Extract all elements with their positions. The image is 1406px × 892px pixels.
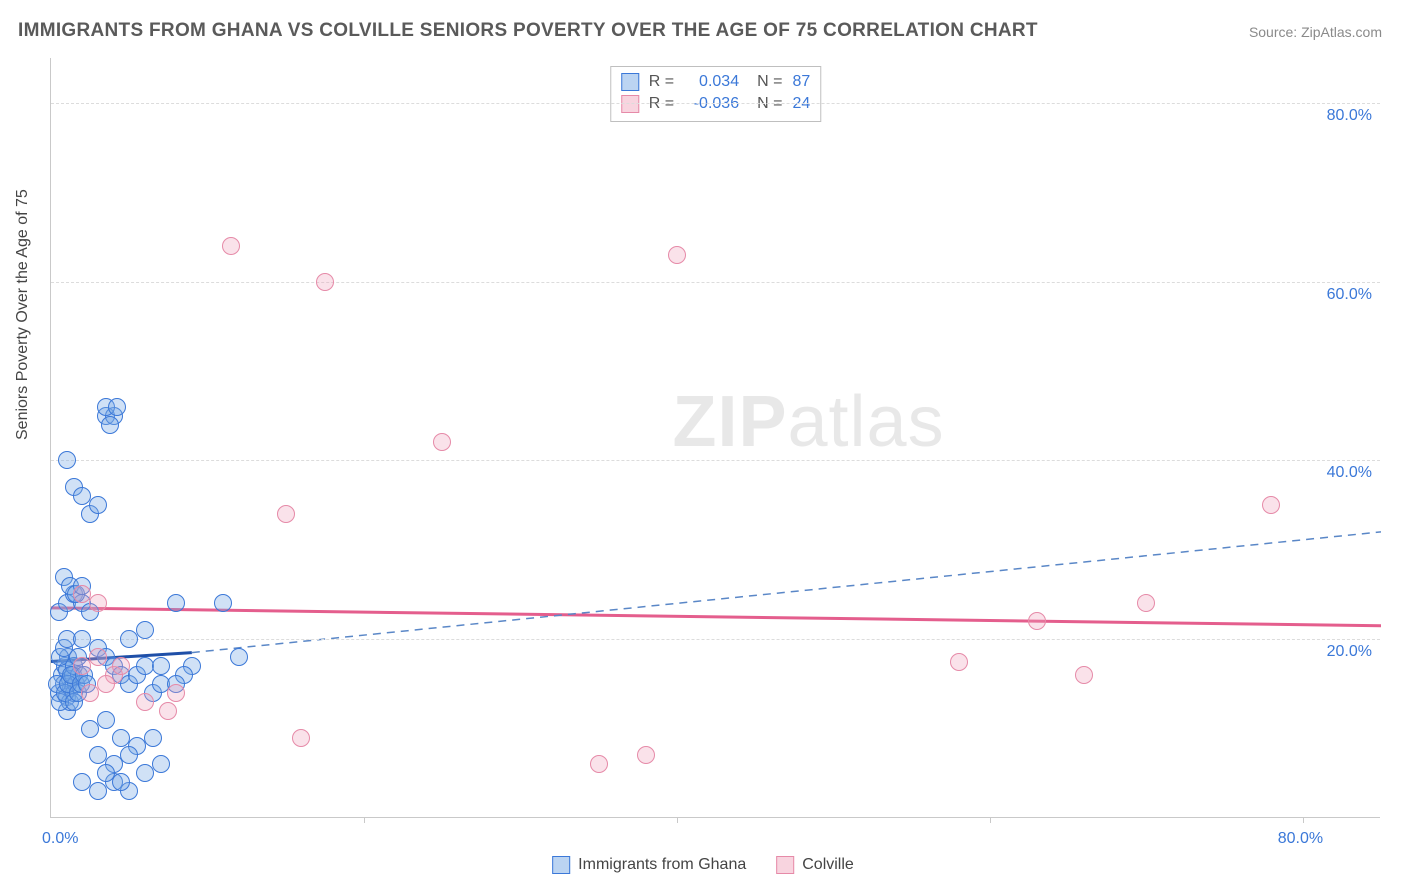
gridline <box>51 639 1380 640</box>
y-tick-label: 20.0% <box>1327 643 1372 661</box>
legend-item-1: Immigrants from Ghana <box>552 856 746 874</box>
x-tick-label: 80.0% <box>1278 830 1323 848</box>
stats-row-2: R = -0.036 N = 24 <box>621 93 810 115</box>
data-point <box>316 273 334 291</box>
n-label-1: N = <box>757 71 782 93</box>
data-point <box>214 594 232 612</box>
legend-label-1: Immigrants from Ghana <box>578 856 746 874</box>
r-label-1: R = <box>649 71 674 93</box>
y-tick-label: 40.0% <box>1327 464 1372 482</box>
x-tick <box>1303 817 1304 823</box>
data-point <box>1262 496 1280 514</box>
data-point <box>136 621 154 639</box>
data-point <box>950 653 968 671</box>
data-point <box>1075 666 1093 684</box>
y-tick-label: 80.0% <box>1327 107 1372 125</box>
gridline <box>51 282 1380 283</box>
data-point <box>590 755 608 773</box>
data-point <box>167 594 185 612</box>
data-point <box>433 433 451 451</box>
data-point <box>108 398 126 416</box>
data-point <box>120 746 138 764</box>
swatch-blue-icon <box>552 856 570 874</box>
data-point <box>97 675 115 693</box>
data-point <box>1137 594 1155 612</box>
r-value-1: 0.034 <box>684 71 739 93</box>
plot-area: ZIPatlas R = 0.034 N = 87 R = -0.036 N =… <box>50 58 1380 818</box>
data-point <box>292 729 310 747</box>
data-point <box>58 451 76 469</box>
data-point <box>230 648 248 666</box>
data-point <box>637 746 655 764</box>
trend-line-dashed <box>192 532 1381 653</box>
data-point <box>1028 612 1046 630</box>
x-tick-label: 0.0% <box>42 830 78 848</box>
data-point <box>136 693 154 711</box>
chart-title: IMMIGRANTS FROM GHANA VS COLVILLE SENIOR… <box>18 20 1038 42</box>
data-point <box>152 657 170 675</box>
x-tick <box>990 817 991 823</box>
trend-line <box>51 608 1381 626</box>
swatch-pink-icon <box>776 856 794 874</box>
gridline <box>51 460 1380 461</box>
data-point <box>101 416 119 434</box>
bottom-legend: Immigrants from Ghana Colville <box>552 856 854 874</box>
data-point <box>222 237 240 255</box>
swatch-blue-icon <box>621 73 639 91</box>
n-value-2: 24 <box>792 93 810 115</box>
y-tick-label: 60.0% <box>1327 286 1372 304</box>
chart-container: IMMIGRANTS FROM GHANA VS COLVILLE SENIOR… <box>0 0 1406 892</box>
legend-label-2: Colville <box>802 856 854 874</box>
stats-row-1: R = 0.034 N = 87 <box>621 71 810 93</box>
trend-lines-layer <box>51 58 1381 818</box>
x-tick <box>677 817 678 823</box>
source-label: Source: ZipAtlas.com <box>1249 24 1382 40</box>
data-point <box>97 711 115 729</box>
data-point <box>89 648 107 666</box>
stats-legend: R = 0.034 N = 87 R = -0.036 N = 24 <box>610 66 821 122</box>
legend-item-2: Colville <box>776 856 854 874</box>
data-point <box>89 594 107 612</box>
data-point <box>89 782 107 800</box>
data-point <box>144 729 162 747</box>
data-point <box>167 684 185 702</box>
gridline <box>51 103 1380 104</box>
watermark: ZIPatlas <box>672 381 944 463</box>
swatch-pink-icon <box>621 95 639 113</box>
data-point <box>668 246 686 264</box>
data-point <box>159 702 177 720</box>
x-tick <box>364 817 365 823</box>
n-label-2: N = <box>757 93 782 115</box>
data-point <box>89 496 107 514</box>
data-point <box>136 764 154 782</box>
y-axis-label: Seniors Poverty Over the Age of 75 <box>14 189 32 440</box>
data-point <box>277 505 295 523</box>
r-value-2: -0.036 <box>684 93 739 115</box>
data-point <box>152 755 170 773</box>
n-value-1: 87 <box>792 71 810 93</box>
r-label-2: R = <box>649 93 674 115</box>
